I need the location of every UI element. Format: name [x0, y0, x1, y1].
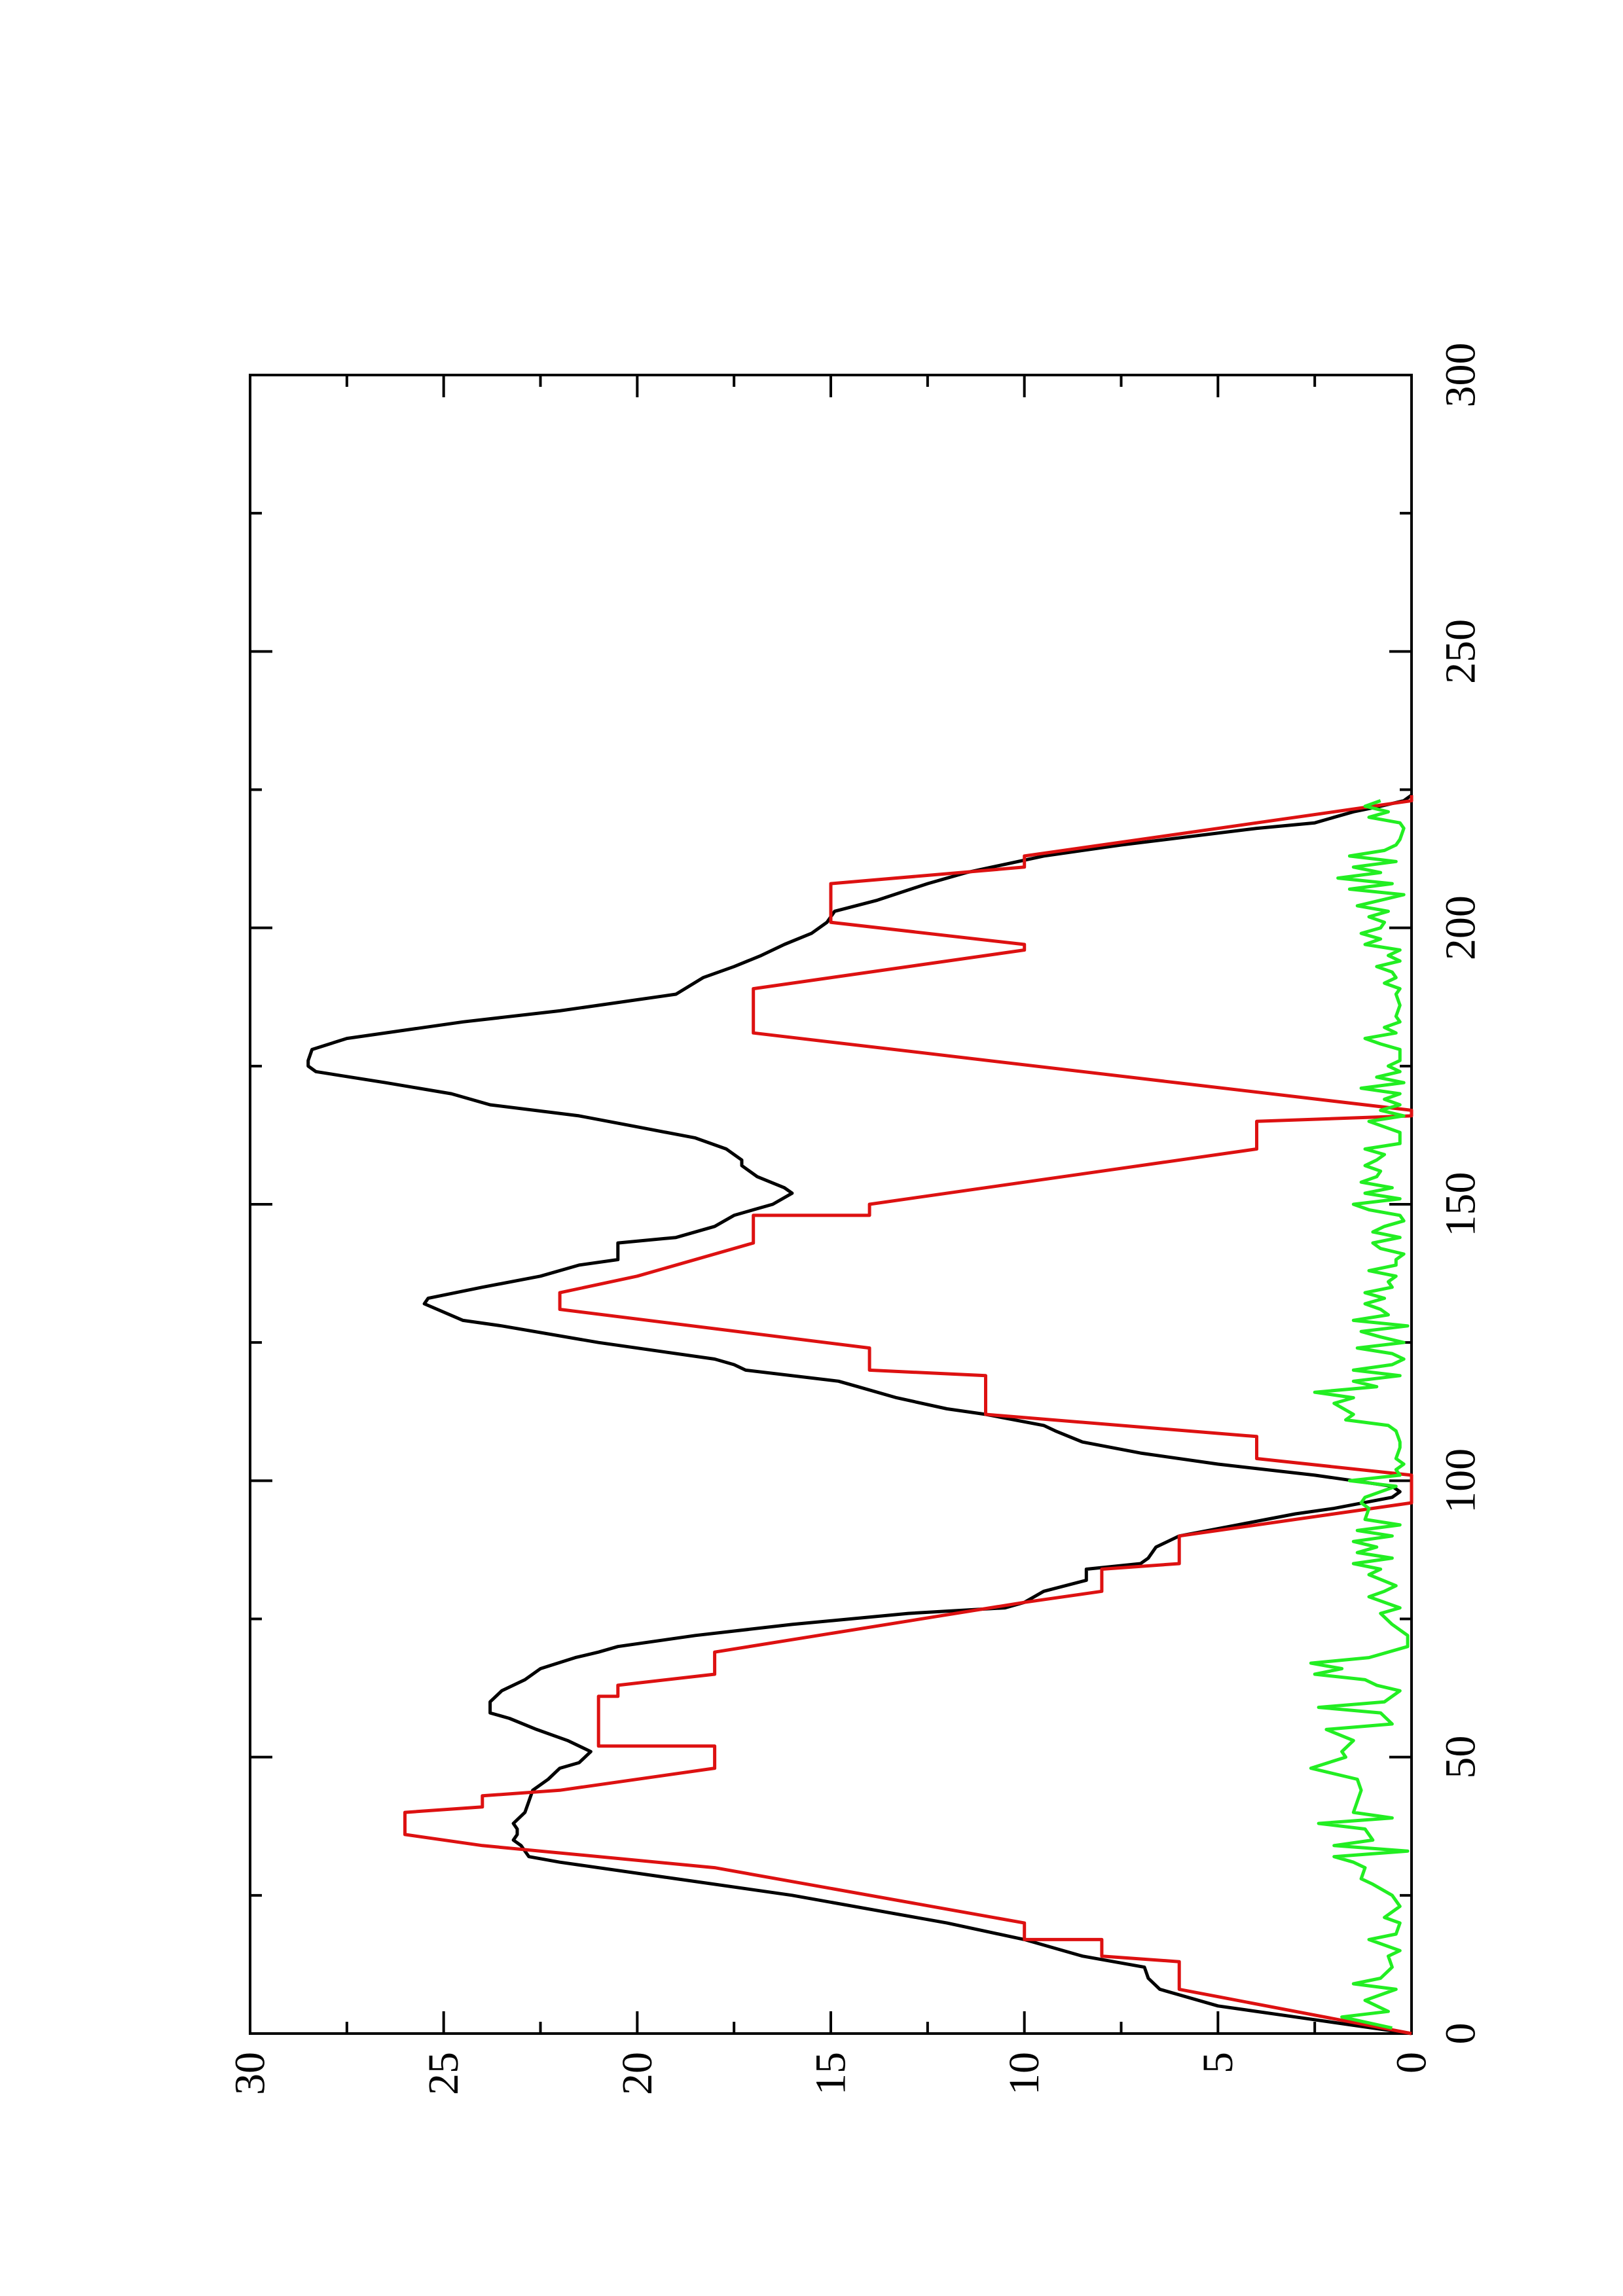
x-tick-label: 100	[1437, 1448, 1485, 1513]
x-tick-label: 200	[1437, 895, 1485, 960]
y-tick-label: 25	[420, 2052, 467, 2095]
series-line-2	[403, 795, 1413, 2036]
plot-frame	[249, 374, 1413, 2035]
y-tick-label: 15	[807, 2052, 855, 2095]
tick-labels: 0 50 100 150 200 250 300 0 5 10 15 20 25 30	[227, 343, 1485, 2096]
y-tick-label: 0	[1388, 2052, 1436, 2073]
tick-marks	[249, 374, 1413, 2035]
y-tick-label: 10	[1000, 2052, 1048, 2095]
series-line-3	[1309, 799, 1410, 2030]
x-tick-label: 250	[1437, 619, 1485, 684]
y-tick-label: 20	[613, 2052, 661, 2095]
x-tick-label: 300	[1437, 343, 1485, 408]
x-tick-label: 50	[1437, 1736, 1485, 1779]
x-tick-label: 150	[1437, 1172, 1485, 1237]
x-tick-label: 0	[1437, 2023, 1485, 2045]
y-tick-label: 30	[227, 2052, 274, 2095]
series-line-1	[306, 793, 1413, 2036]
series-layer	[306, 793, 1413, 2036]
y-tick-label: 5	[1194, 2052, 1242, 2073]
